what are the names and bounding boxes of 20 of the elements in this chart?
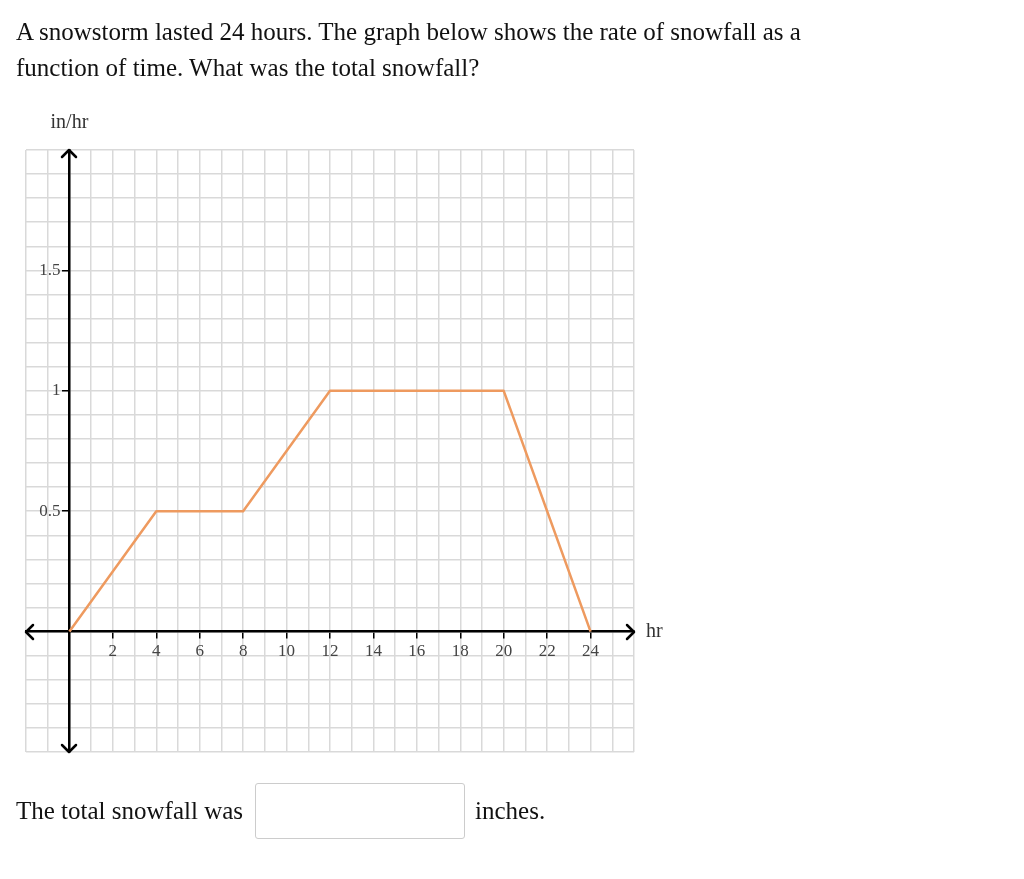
x-tick-label: 12 [321,641,339,661]
y-axis-title: in/hr [50,110,89,132]
x-tick-label: 16 [408,641,426,661]
text: The total snowfall was [16,797,244,825]
x-tick-label: 18 [451,641,469,661]
x-tick-label: 6 [195,641,204,661]
x-tick-label: 24 [582,641,600,661]
x-tick-label: 2 [108,641,118,661]
y-tick-label: 1.5 [39,259,61,279]
x-tick-label: 10 [278,641,296,661]
x-tick-label: 20 [495,641,513,661]
y-tick-label: 0.5 [39,500,61,520]
x-tick-label: 4 [152,641,162,661]
y-tick-label: 1 [51,380,61,400]
x-axis-title: hr [646,618,663,641]
x-tick-label: 22 [538,641,556,661]
x-tick-label: 14 [364,641,383,661]
x-tick-label: 8 [238,641,248,661]
text: inches. [475,797,546,825]
chart-title: A snowstorm lasted 24 hours. The graph below shows the rate of snowfall as a function of time. What was the total snowfall? [16,17,802,83]
